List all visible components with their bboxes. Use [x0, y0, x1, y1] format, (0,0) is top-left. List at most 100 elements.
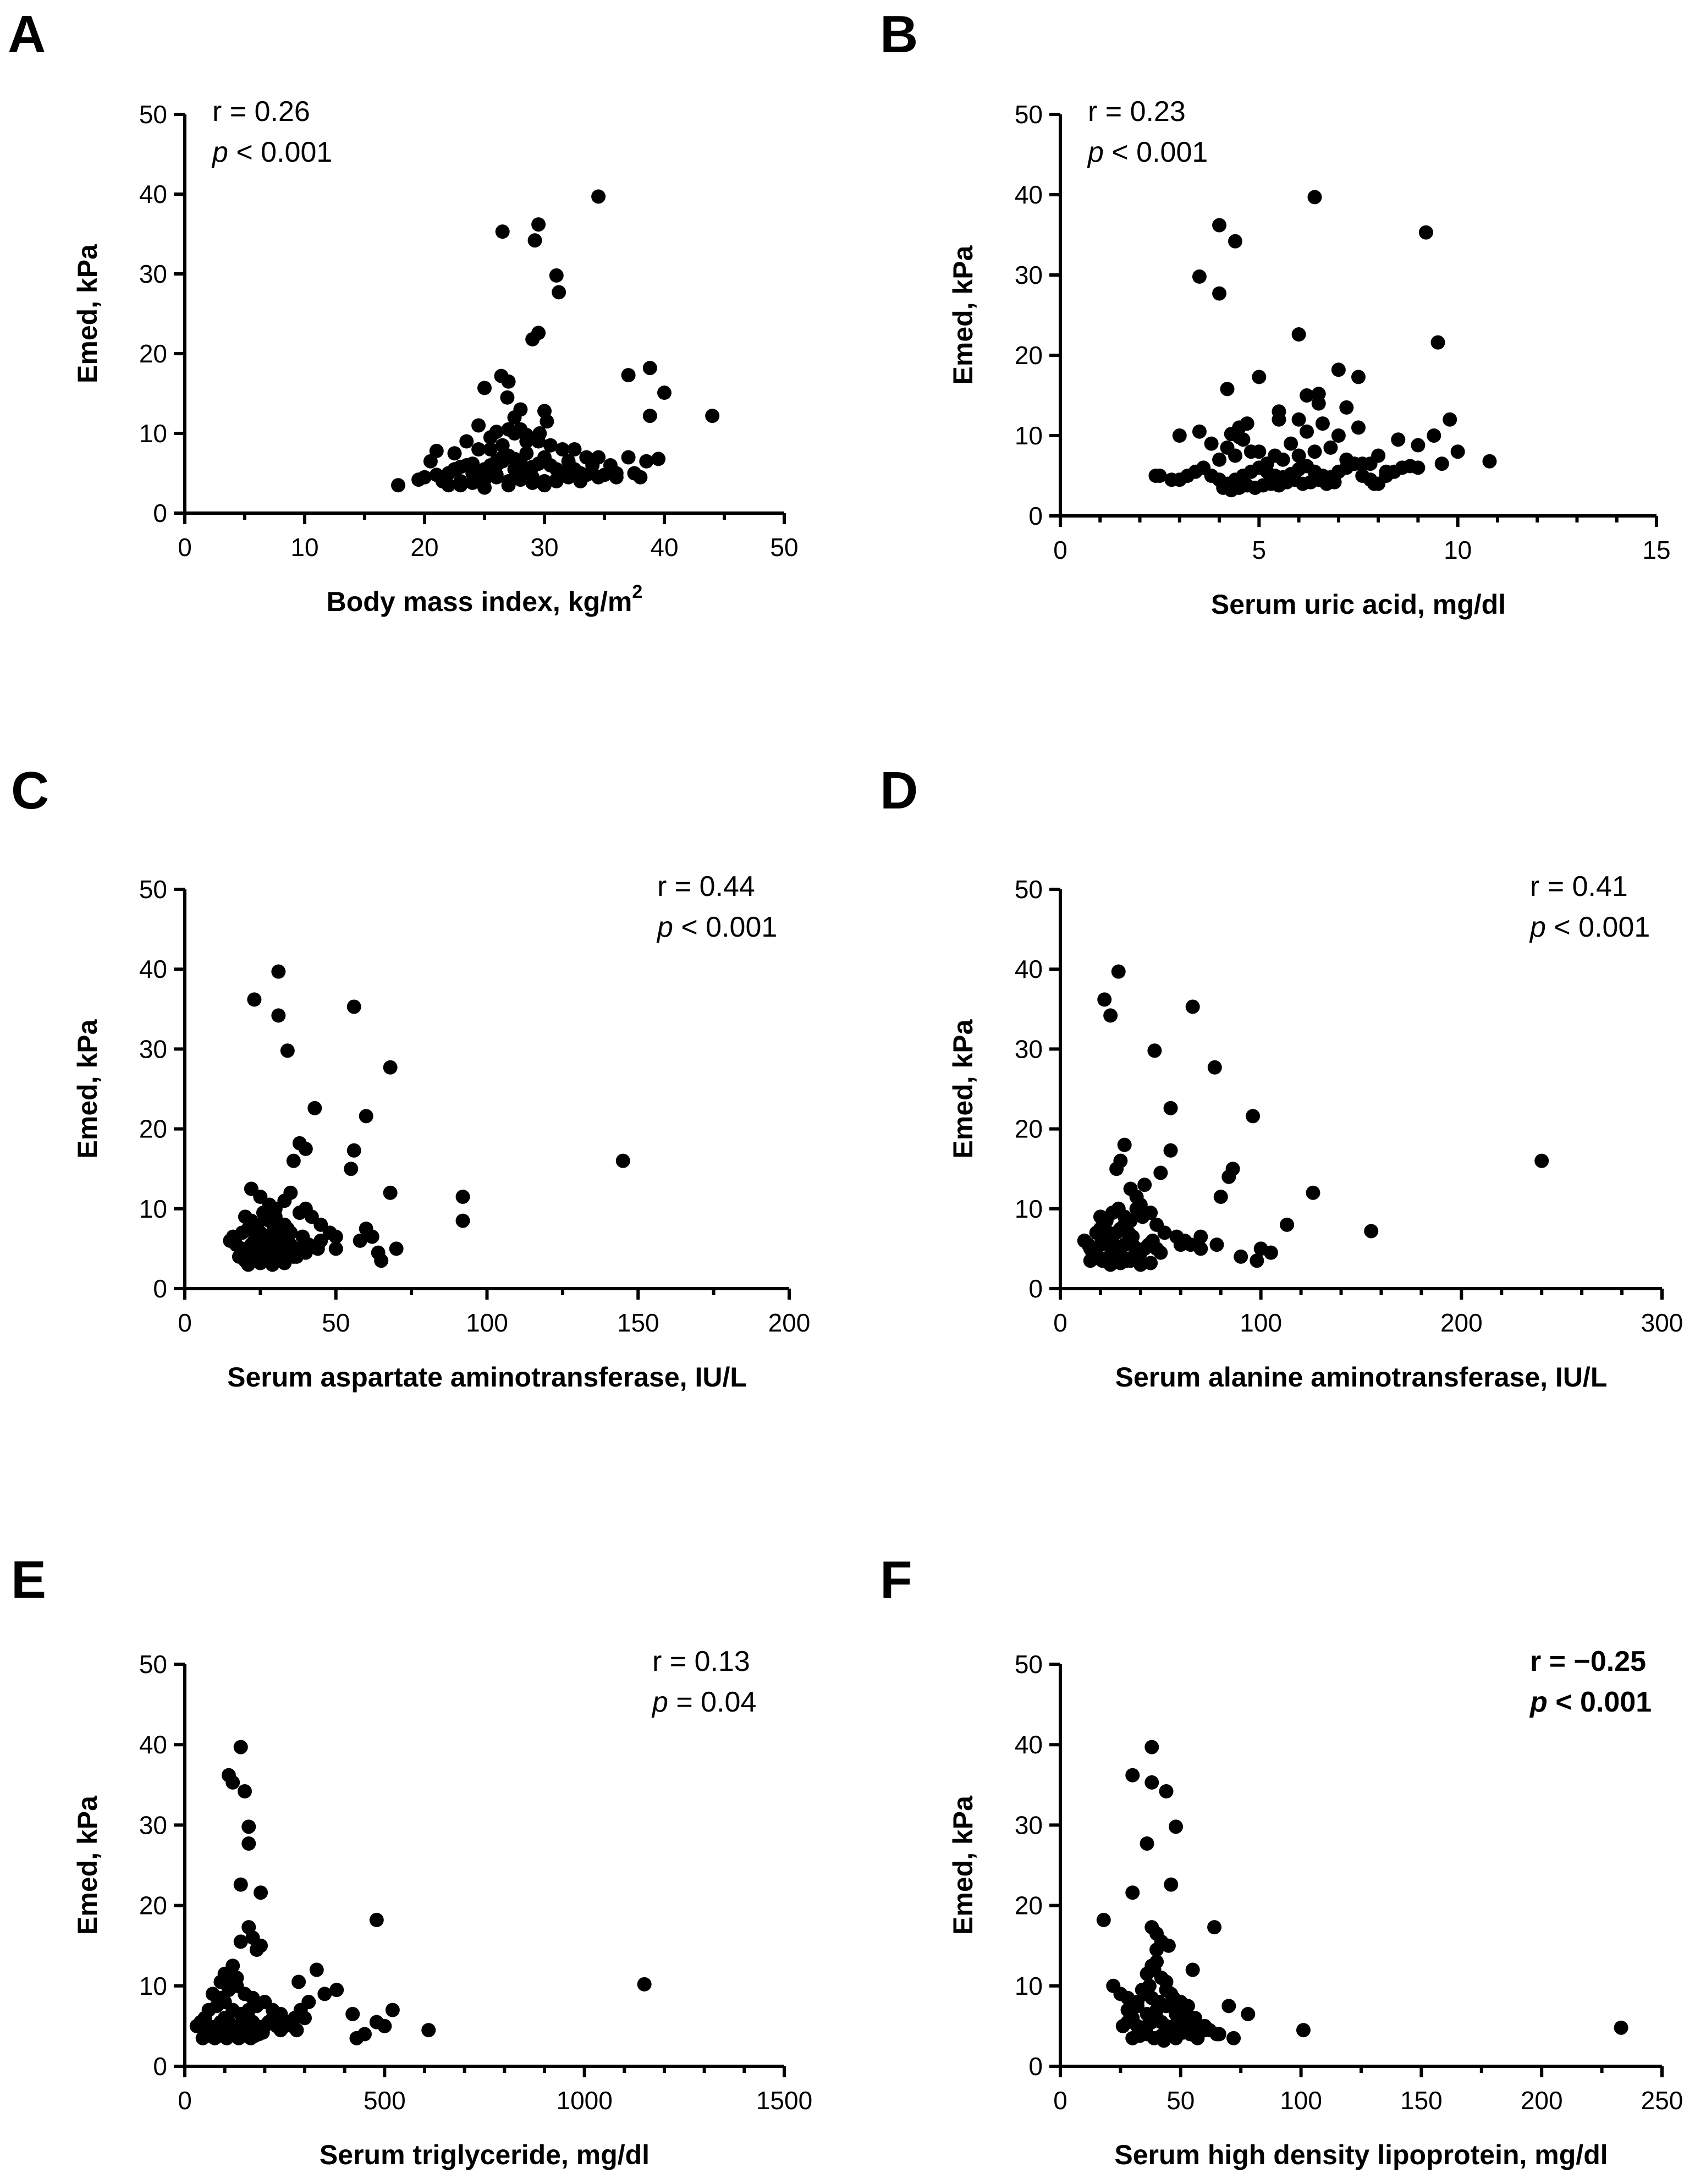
data-point	[1307, 444, 1322, 459]
x-axis-label: Serum aspartate aminotransferase, IU/L	[227, 1362, 747, 1393]
y-tick-label: 30	[139, 1035, 167, 1063]
data-point	[1268, 448, 1283, 463]
data-point	[1280, 1217, 1295, 1232]
data-point	[1418, 225, 1433, 240]
x-tick-label: 0	[178, 533, 192, 562]
panel-f: F 0 10 20 30 40 50 0 50 100 150 200 250 Serum high de…	[880, 1550, 1683, 2170]
x-tick-label: 0	[178, 2086, 192, 2115]
data-point	[1137, 1178, 1152, 1192]
data-point	[573, 474, 588, 488]
data-point	[441, 478, 456, 493]
y-tick-label: 0	[1028, 2052, 1043, 2081]
panel-a: A 0 10 20 30 40 50 0 10 20 30 40 50 Body mass index, …	[8, 5, 799, 617]
y-tick-label: 20	[1015, 341, 1043, 370]
data-point	[1209, 1237, 1224, 1252]
data-point	[345, 2006, 360, 2021]
panel-letter: E	[11, 1550, 46, 1609]
data-point	[1185, 1962, 1200, 1977]
x-tick-label: 20	[410, 533, 438, 562]
x-tick-label: 50	[322, 1308, 350, 1337]
data-point	[591, 189, 606, 204]
data-point	[555, 442, 570, 456]
data-point	[1411, 460, 1426, 475]
y-tick-label: 0	[1028, 502, 1043, 530]
y-tick-label: 40	[1015, 180, 1043, 209]
x-tick-label: 250	[1641, 2086, 1683, 2115]
data-point	[453, 478, 468, 493]
panel-letter: D	[880, 761, 918, 820]
data-point	[537, 450, 552, 465]
data-point	[1188, 2011, 1203, 2026]
y-tick-label: 30	[1015, 1035, 1043, 1063]
data-point	[1300, 388, 1314, 403]
data-point	[359, 1109, 373, 1124]
data-point	[383, 1060, 398, 1075]
data-point	[1097, 992, 1112, 1007]
x-axis-label-text: Body mass index, kg/m	[327, 586, 632, 617]
data-point	[283, 1185, 298, 1200]
data-point	[1109, 1162, 1124, 1176]
data-point	[507, 410, 522, 425]
data-point	[1241, 2006, 1256, 2021]
x-tick-label: 200	[1521, 2086, 1563, 2115]
y-tick-label: 50	[139, 100, 167, 129]
data-point	[1221, 1169, 1236, 1184]
data-point	[1125, 1885, 1140, 1900]
data-point	[1327, 475, 1342, 489]
data-point	[313, 1233, 328, 1248]
data-point	[1272, 412, 1286, 427]
y-tick-label: 20	[1015, 1891, 1043, 1920]
data-point	[1204, 436, 1219, 451]
y-tick-label: 0	[153, 499, 167, 527]
data-point	[525, 332, 540, 346]
y-tick-label: 10	[139, 419, 167, 448]
data-point	[1144, 1775, 1159, 1790]
y-tick-label: 50	[1015, 1650, 1043, 1679]
data-point	[1173, 1237, 1188, 1252]
data-point	[1212, 452, 1227, 467]
x-tick-label: 50	[770, 533, 798, 562]
data-point	[537, 404, 552, 419]
data-point	[271, 1229, 286, 1244]
y-tick-label: 50	[139, 875, 167, 904]
p-value: p = 0.04	[651, 1686, 756, 1718]
data-point	[1157, 2033, 1171, 2048]
data-point	[369, 2015, 384, 2029]
p-value-text: < 0.001	[1104, 136, 1208, 168]
x-tick-label: 300	[1641, 1308, 1683, 1337]
data-point	[495, 224, 510, 239]
data-point	[1614, 2020, 1628, 2035]
data-point	[1180, 1999, 1195, 2014]
data-point	[301, 1237, 316, 1252]
data-point	[389, 1241, 404, 1256]
data-point	[609, 466, 624, 481]
y-tick-label: 50	[1015, 100, 1043, 129]
correlation-r: r = 0.23	[1088, 96, 1186, 128]
data-point	[1172, 428, 1187, 443]
data-point	[1339, 452, 1354, 467]
x-axis-label-superscript: 2	[632, 581, 642, 602]
p-value-text: < 0.001	[1546, 911, 1650, 943]
data-point	[289, 2023, 304, 2038]
x-tick-label: 50	[1166, 2086, 1195, 2115]
data-point	[1434, 456, 1449, 471]
data-point	[1192, 269, 1207, 284]
y-tick-label: 50	[1015, 875, 1043, 904]
x-axis-label-text: Serum aspartate aminotransferase, IU/L	[227, 1362, 747, 1393]
y-axis-label: Emed, kPa	[72, 1019, 103, 1158]
data-point	[585, 458, 600, 472]
data-point	[359, 1222, 373, 1236]
data-point	[1355, 456, 1370, 471]
correlation-r: r = 0.13	[652, 1646, 750, 1677]
data-point	[501, 374, 516, 389]
data-point	[1379, 464, 1394, 479]
data-point	[1482, 454, 1497, 469]
data-point	[291, 1974, 306, 1989]
y-tick-label: 30	[139, 1811, 167, 1839]
x-tick-label: 10	[1444, 536, 1472, 564]
y-tick-label: 0	[153, 2052, 167, 2081]
data-point	[374, 1253, 389, 1268]
data-point	[1252, 444, 1267, 459]
data-point	[1339, 400, 1354, 415]
y-tick-label: 50	[139, 1650, 167, 1679]
